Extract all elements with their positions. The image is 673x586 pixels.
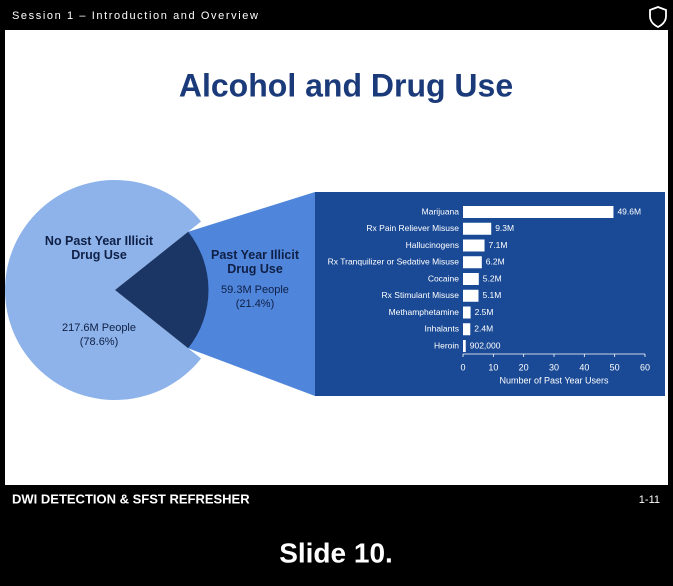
category-label: Rx Stimulant Misuse bbox=[382, 290, 460, 300]
slice-value-label: (78.6%) bbox=[79, 336, 119, 348]
shield-icon bbox=[649, 6, 667, 29]
connector bbox=[188, 192, 315, 396]
slice-label: No Past Year Illicit Drug Use bbox=[44, 234, 154, 262]
pie-slice bbox=[115, 231, 209, 349]
x-tick-label: 10 bbox=[488, 362, 498, 372]
slice-people: 59.3M People bbox=[221, 284, 289, 296]
value-label: 5.1M bbox=[482, 290, 501, 300]
bar bbox=[463, 273, 479, 285]
category-label: Cocaine bbox=[428, 273, 459, 283]
x-tick-label: 20 bbox=[519, 362, 529, 372]
value-label: 9.3M bbox=[495, 223, 514, 233]
slice-label: Past Year Illicit Drug Use bbox=[210, 248, 300, 276]
value-label: 6.2M bbox=[486, 257, 505, 267]
x-axis-label: Number of Past Year Users bbox=[499, 375, 609, 385]
footer-course: DWI DETECTION & SFST REFRESHER bbox=[12, 491, 250, 506]
bar bbox=[463, 239, 485, 252]
bar bbox=[463, 222, 492, 235]
category-label: Heroin bbox=[434, 340, 459, 350]
bar bbox=[463, 289, 479, 302]
value-label: 2.5M bbox=[475, 307, 494, 317]
footer-page: 1-11 bbox=[639, 494, 660, 506]
value-label: 5.2M bbox=[483, 273, 502, 283]
value-label: 2.4M bbox=[474, 324, 493, 334]
bar bbox=[463, 340, 466, 352]
slide-title: Alcohol and Drug Use bbox=[179, 67, 513, 103]
bar bbox=[463, 206, 614, 218]
slice-people: 217.6M People bbox=[62, 322, 136, 334]
category-label: Methamphetamine bbox=[389, 307, 460, 317]
slice-value-label: (21.4%) bbox=[235, 298, 275, 310]
category-label: Marijuana bbox=[422, 206, 460, 216]
bar bbox=[463, 306, 471, 319]
session-header: Session 1 – Introduction and Overview bbox=[12, 10, 260, 22]
value-label: 902,000 bbox=[470, 340, 501, 350]
x-tick-label: 30 bbox=[549, 362, 559, 372]
category-label: Rx Pain Reliever Misuse bbox=[366, 223, 459, 233]
x-tick-label: 40 bbox=[579, 362, 589, 372]
value-label: 49.6M bbox=[617, 206, 641, 216]
bar bbox=[463, 323, 471, 336]
x-tick-label: 50 bbox=[610, 362, 620, 372]
x-tick-label: 60 bbox=[640, 362, 650, 372]
caption: Slide 10. bbox=[279, 537, 393, 568]
category-label: Inhalants bbox=[425, 324, 460, 334]
category-label: Hallucinogens bbox=[406, 240, 459, 250]
value-label: 7.1M bbox=[489, 240, 508, 250]
pie-slice bbox=[4, 180, 202, 400]
x-tick-label: 0 bbox=[460, 362, 465, 372]
category-label: Rx Tranquilizer or Sedative Misuse bbox=[328, 257, 460, 267]
bar bbox=[463, 256, 482, 269]
